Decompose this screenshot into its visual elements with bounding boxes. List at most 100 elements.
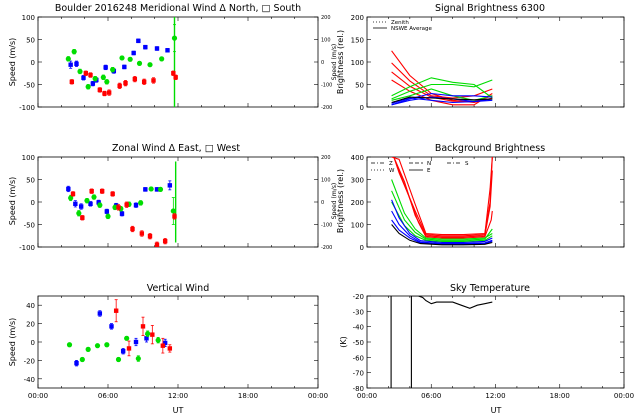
vertical-xlabel: UT: [173, 406, 184, 415]
vertical-data-point: [113, 308, 119, 313]
zonal-data-point: [99, 189, 105, 194]
vertical-y-tick-label: -40: [24, 376, 35, 384]
vertical-title: Vertical Wind: [147, 283, 209, 294]
signal-series-line: [391, 62, 493, 99]
background-y-tick-label: 0: [360, 244, 364, 252]
signal-brightness-panel: Signal Brightness 6300 Brightness (rel.)…: [336, 3, 625, 112]
zonal-ylabel: Speed (m/s): [8, 177, 17, 226]
sky-y-tick-label: -20: [353, 293, 364, 301]
vertical-data-point: [135, 355, 141, 362]
meridional-data-point: [147, 62, 153, 68]
zonal-data-point: [91, 194, 97, 200]
meridional-data-point: [131, 50, 136, 56]
zonal-data-point: [148, 186, 154, 192]
signal-legend-label: Zenith: [391, 20, 409, 26]
vertical-data-point: [133, 339, 139, 345]
zonal-data-point: [124, 202, 129, 207]
zonal-data-point: [84, 198, 90, 204]
zonal-plot-area: [66, 161, 177, 247]
meridional-y-tick-label: 50: [26, 37, 35, 45]
signal-legend-label: NSWE Average: [391, 26, 432, 32]
zonal-right-tick-label: 0: [321, 200, 324, 206]
signal-y-tick-label: 0: [360, 104, 364, 112]
meridional-data-point: [136, 38, 141, 44]
signal-series-line: [391, 97, 493, 104]
zonal-plot-frame: [37, 156, 319, 248]
meridional-data-point: [127, 56, 133, 62]
background-legend-label: Z: [389, 161, 393, 167]
zonal-data-point: [143, 187, 148, 192]
sky-ylabel: (K): [339, 336, 348, 348]
meridional-title: Boulder 2016248 Meridional Wind Δ North,…: [55, 3, 301, 14]
meridional-data-point: [69, 79, 75, 84]
vertical-data-point: [74, 360, 79, 366]
zonal-data-point: [80, 215, 85, 220]
zonal-data-point: [116, 205, 121, 210]
zonal-data-point: [133, 202, 139, 208]
sky-y-tick-label: -60: [353, 354, 364, 362]
signal-y-tick-label: 150: [351, 37, 364, 45]
meridional-right-tick-label: -100: [321, 83, 332, 89]
zonal-right-ylabel: Speed (m/s): [331, 183, 338, 219]
zonal-data-point: [157, 186, 164, 192]
vertical-data-point: [79, 356, 85, 363]
vertical-data-point: [94, 343, 101, 349]
meridional-data-point: [81, 75, 86, 80]
vertical-data-point: [109, 324, 114, 329]
background-y-tick-label: 200: [351, 199, 364, 207]
vertical-data-point: [160, 343, 166, 348]
background-legend-label: N: [427, 161, 431, 167]
vertical-data-point: [150, 332, 155, 337]
meridional-y-tick-label: -100: [19, 104, 35, 112]
zonal-y-tick-label: -100: [19, 244, 35, 252]
signal-y-tick-label: 200: [351, 14, 364, 22]
meridional-data-point: [90, 81, 96, 86]
zonal-title: Zonal Wind Δ East, □ West: [112, 143, 240, 154]
meridional-data-point: [154, 46, 160, 51]
meridional-right-tick-label: -200: [321, 105, 332, 111]
signal-y-tick-label: 50: [355, 82, 364, 90]
meridional-data-point: [171, 71, 176, 76]
zonal-wind-panel: Zonal Wind Δ East, □ West Speed (m/s) Sp…: [8, 143, 338, 252]
sky-y-tick-label: -50: [353, 339, 364, 347]
vertical-data-point: [120, 349, 126, 354]
meridional-data-point: [83, 71, 89, 76]
zonal-y-tick-label: 0: [31, 199, 35, 207]
vertical-data-point: [115, 356, 122, 363]
zonal-data-point: [73, 201, 78, 206]
background-series-line: [391, 201, 493, 242]
zonal-data-point: [162, 238, 168, 244]
meridional-data-point: [123, 80, 128, 86]
sky-xlabel: UT: [491, 406, 502, 415]
meridional-right-tick-label: 0: [321, 60, 324, 66]
zonal-data-point: [110, 191, 115, 197]
meridional-plot-frame: [37, 16, 319, 108]
sky-plot-area: [390, 296, 493, 388]
meridional-data-point: [88, 72, 93, 78]
vertical-plot-frame: [37, 295, 319, 389]
meridional-data-point: [159, 56, 165, 62]
vertical-x-tick-label: 00:00: [28, 392, 48, 400]
zonal-data-point: [96, 200, 101, 205]
background-y-tick-label: 300: [351, 177, 364, 185]
signal-y-tick-label: 100: [351, 59, 364, 67]
meridional-data-point: [165, 48, 170, 53]
meridional-data-point: [110, 67, 116, 73]
signal-plot-area: [391, 50, 493, 106]
meridional-data-point: [104, 79, 110, 85]
meridional-y-tick-label: 100: [22, 14, 35, 22]
vertical-data-point: [155, 337, 161, 343]
meridional-right-ylabel: Speed (m/s): [331, 44, 338, 80]
meridional-data-point: [74, 61, 79, 66]
zonal-data-point: [78, 204, 84, 209]
background-series-line: [396, 165, 493, 239]
meridional-data-point: [151, 78, 156, 83]
meridional-data-point: [97, 87, 103, 93]
zonal-right-tick-label: -100: [321, 223, 332, 229]
zonal-data-point: [76, 210, 82, 216]
zonal-data-point: [147, 234, 153, 239]
background-y-tick-label: 400: [351, 154, 364, 162]
signal-ylabel: Brightness (rel.): [336, 30, 345, 94]
signal-series-line: [391, 77, 493, 99]
vertical-y-tick-label: -20: [24, 357, 35, 365]
